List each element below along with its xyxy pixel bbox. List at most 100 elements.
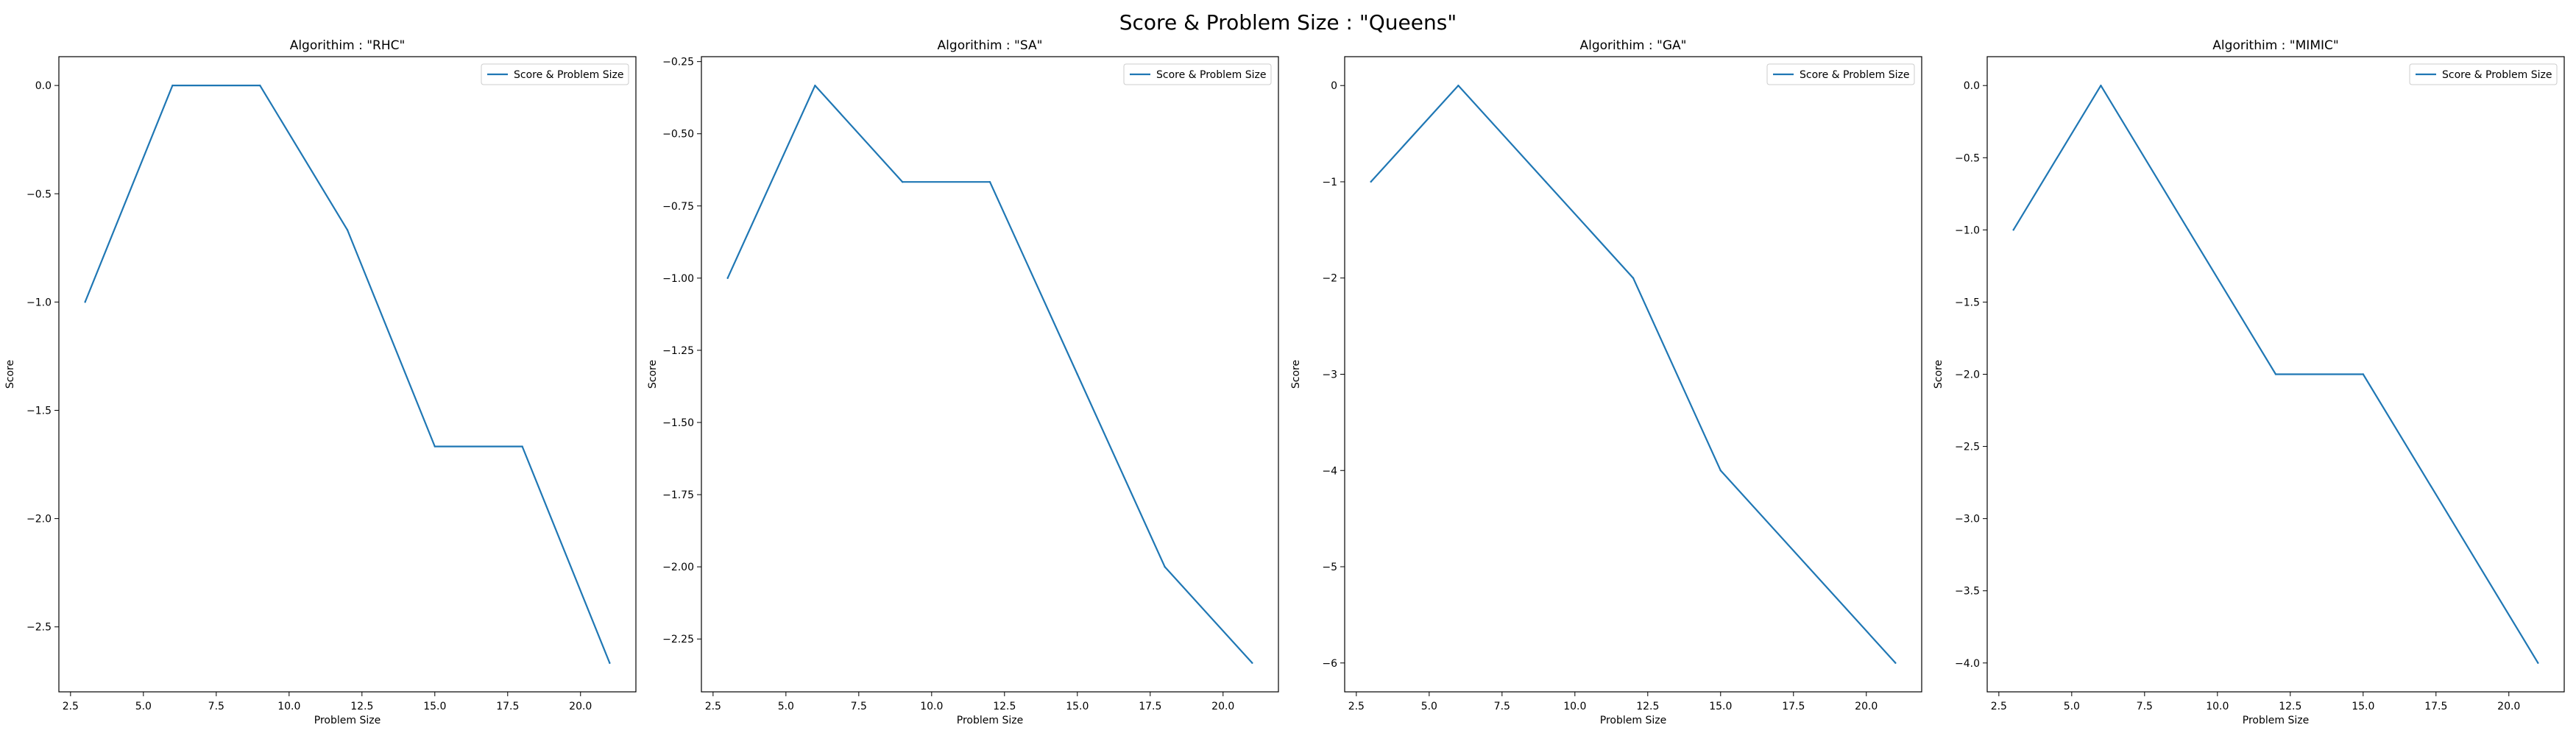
x-tick-label: 15.0 <box>1066 701 1089 712</box>
x-axis-label: Problem Size <box>1600 715 1666 726</box>
x-tick-label: 10.0 <box>277 701 300 712</box>
data-point <box>2537 662 2539 664</box>
x-tick-label: 2.5 <box>1991 701 2007 712</box>
data-point <box>2012 229 2014 231</box>
plot-frame <box>58 56 637 693</box>
y-tick-label: −0.5 <box>26 188 52 200</box>
x-tick-label: 12.5 <box>2279 701 2301 712</box>
data-point <box>2274 373 2277 375</box>
y-tick-label: −0.25 <box>662 57 694 68</box>
chart-panel-0: Algorithim : "RHC" 2.5 5.0 7.5 10.0 12.5 15.0 1… <box>4 38 637 726</box>
y-tick-label: −2.5 <box>1955 442 1980 453</box>
legend-label: Score & Problem Size <box>2442 69 2552 81</box>
y-axis-label: Score <box>1290 360 1302 389</box>
data-point <box>609 662 611 665</box>
y-tick-label: −2 <box>1322 273 1337 285</box>
y-tick-label: −2.0 <box>26 514 52 526</box>
y-tick-label: −4.0 <box>1955 658 1980 670</box>
chart-title: Algorithim : "RHC" <box>290 38 406 53</box>
legend-label: Score & Problem Size <box>1156 69 1266 81</box>
x-tick-label: 20.0 <box>1855 701 1878 712</box>
x-tick-label: 2.5 <box>63 701 79 712</box>
data-point <box>902 181 904 183</box>
x-tick-label: 12.5 <box>350 701 373 712</box>
y-tick-label: −0.75 <box>662 201 694 213</box>
x-tick-label: 20.0 <box>569 701 592 712</box>
chart-title: Algorithim : "SA" <box>938 38 1043 53</box>
data-point <box>2100 85 2102 87</box>
chart-panel-1: Algorithim : "SA" 2.5 5.0 7.5 10.0 12.5 15.0 17… <box>647 38 1279 726</box>
legend-box <box>1123 63 1272 85</box>
chart-title: Algorithim : "MIMIC" <box>2212 38 2338 53</box>
data-point <box>1894 662 1897 664</box>
x-tick-label: 7.5 <box>208 701 224 712</box>
data-point <box>346 229 349 231</box>
x-tick-label: 10.0 <box>920 701 943 712</box>
y-tick-label: 0 <box>1331 80 1337 92</box>
x-tick-label: 7.5 <box>1494 701 1510 712</box>
y-tick-label: 0.0 <box>1964 80 1980 92</box>
y-tick-label: −1.5 <box>26 405 52 417</box>
x-tick-label: 17.5 <box>496 701 519 712</box>
data-point <box>1076 373 1078 375</box>
chart-title: Algorithim : "GA" <box>1580 38 1687 53</box>
legend-label: Score & Problem Size <box>514 69 623 81</box>
data-point <box>1719 470 1722 472</box>
y-tick-label: −3 <box>1322 369 1337 381</box>
x-tick-label: 17.5 <box>1782 701 1805 712</box>
y-tick-label: −0.50 <box>662 129 694 141</box>
data-point <box>171 84 174 87</box>
data-point <box>2362 373 2364 375</box>
y-tick-label: −3.5 <box>1955 586 1980 598</box>
legend-label: Score & Problem Size <box>1800 69 1909 81</box>
data-point <box>1164 565 1166 568</box>
y-tick-label: −1.25 <box>662 345 694 357</box>
x-tick-label: 15.0 <box>2352 701 2374 712</box>
x-tick-label: 5.0 <box>778 701 794 712</box>
x-tick-label: 15.0 <box>1709 701 1732 712</box>
y-tick-label: −1.75 <box>662 489 694 501</box>
y-tick-label: −1.0 <box>26 297 52 308</box>
x-axis-label: Problem Size <box>2243 715 2309 726</box>
y-tick-label: 0.0 <box>35 80 52 92</box>
data-point <box>1632 277 1635 279</box>
data-point <box>1545 180 1547 183</box>
x-tick-label: 5.0 <box>1421 701 1437 712</box>
x-tick-label: 10.0 <box>2206 701 2229 712</box>
data-point <box>726 277 729 280</box>
legend-box <box>481 63 629 85</box>
y-tick-label: −1.00 <box>662 273 694 285</box>
y-tick-label: −4 <box>1322 465 1337 477</box>
y-tick-label: −2.5 <box>26 622 52 634</box>
x-tick-label: 12.5 <box>1636 701 1659 712</box>
x-axis-label: Problem Size <box>314 715 381 726</box>
legend-box <box>2409 63 2558 85</box>
y-tick-label: −3.0 <box>1955 514 1980 526</box>
y-tick-label: −6 <box>1322 658 1337 670</box>
data-point <box>814 85 816 87</box>
y-tick-label: −1.0 <box>1955 224 1980 236</box>
figure-title: Score & Problem Size : "Queens" <box>1119 10 1457 35</box>
x-tick-label: 20.0 <box>2497 701 2520 712</box>
x-tick-label: 5.0 <box>2064 701 2080 712</box>
data-point <box>2449 517 2452 520</box>
y-tick-label: −2.00 <box>662 562 694 573</box>
data-point <box>988 181 991 183</box>
x-tick-label: 2.5 <box>1348 701 1365 712</box>
legend-box <box>1766 63 1915 85</box>
y-tick-label: −0.5 <box>1955 152 1980 164</box>
chart-panel-3: Algorithim : "MIMIC" 2.5 5.0 7.5 10.0 12.5 15.… <box>1933 38 2565 726</box>
data-point <box>2187 229 2190 231</box>
y-tick-label: −2.0 <box>1955 369 1980 381</box>
x-tick-label: 5.0 <box>135 701 152 712</box>
y-tick-label: −2.25 <box>662 634 694 645</box>
y-tick-label: −5 <box>1322 562 1337 573</box>
y-tick-label: −1 <box>1322 177 1337 188</box>
x-tick-label: 7.5 <box>851 701 867 712</box>
y-axis-label: Score <box>647 360 659 389</box>
x-tick-label: 20.0 <box>1211 701 1234 712</box>
y-axis-label: Score <box>1933 360 1945 389</box>
x-tick-label: 12.5 <box>993 701 1016 712</box>
chart-panel-2: Algorithim : "GA" 2.5 5.0 7.5 10.0 12.5 15.0 17… <box>1290 38 1922 726</box>
